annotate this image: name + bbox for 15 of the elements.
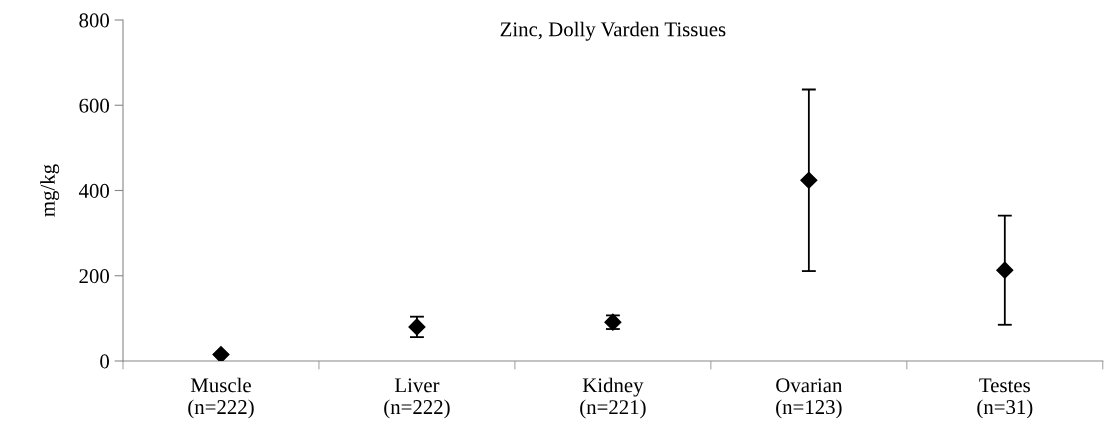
y-tick-label: 0 bbox=[100, 354, 110, 369]
y-tick-label: 600 bbox=[79, 98, 110, 113]
chart-title: Zinc, Dolly Varden Tissues bbox=[500, 21, 726, 41]
x-tick-label: Kidney (n=221) bbox=[580, 377, 646, 419]
y-tick-label: 800 bbox=[79, 13, 110, 28]
y-tick-label: 400 bbox=[78, 183, 110, 198]
y-axis-title: mg/kg bbox=[40, 164, 60, 217]
x-tick-label: Ovarian (n=123) bbox=[776, 378, 843, 419]
point bbox=[212, 346, 230, 361]
x-tick-label: Muscle (n=222) bbox=[188, 377, 254, 419]
x-tick-label: Liver (n=222) bbox=[384, 378, 450, 419]
y-tick-label: 200 bbox=[79, 269, 110, 284]
point bbox=[996, 261, 1014, 279]
x-tick-label: Testes (n=31) bbox=[977, 378, 1033, 419]
point bbox=[800, 171, 818, 189]
